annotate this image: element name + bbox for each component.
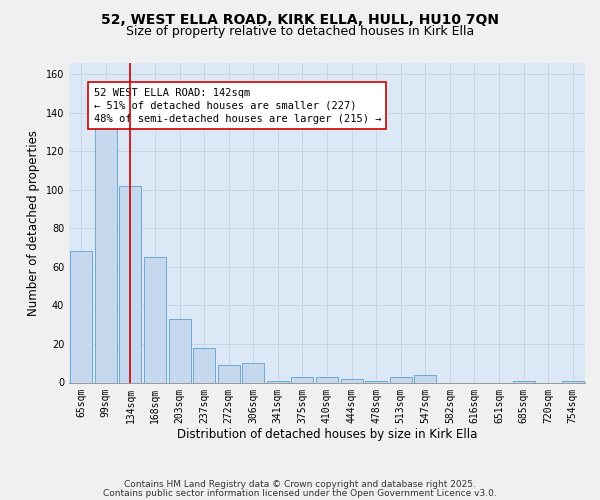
Bar xyxy=(562,380,584,382)
Bar xyxy=(144,257,166,382)
Text: 52, WEST ELLA ROAD, KIRK ELLA, HULL, HU10 7QN: 52, WEST ELLA ROAD, KIRK ELLA, HULL, HU1… xyxy=(101,12,499,26)
Bar xyxy=(316,376,338,382)
Bar xyxy=(95,128,117,382)
Bar xyxy=(119,186,142,382)
Text: 52 WEST ELLA ROAD: 142sqm
← 51% of detached houses are smaller (227)
48% of semi: 52 WEST ELLA ROAD: 142sqm ← 51% of detac… xyxy=(94,88,381,124)
Text: Contains public sector information licensed under the Open Government Licence v3: Contains public sector information licen… xyxy=(103,489,497,498)
Text: Contains HM Land Registry data © Crown copyright and database right 2025.: Contains HM Land Registry data © Crown c… xyxy=(124,480,476,489)
Bar xyxy=(242,363,265,382)
Bar xyxy=(414,375,436,382)
Bar xyxy=(267,380,289,382)
Bar xyxy=(169,319,191,382)
Bar xyxy=(193,348,215,382)
Bar xyxy=(292,376,313,382)
Text: Size of property relative to detached houses in Kirk Ella: Size of property relative to detached ho… xyxy=(126,25,474,38)
Y-axis label: Number of detached properties: Number of detached properties xyxy=(27,130,40,316)
Bar xyxy=(70,252,92,382)
Bar xyxy=(341,378,362,382)
Bar xyxy=(365,380,387,382)
Bar xyxy=(389,376,412,382)
Bar xyxy=(218,365,240,382)
X-axis label: Distribution of detached houses by size in Kirk Ella: Distribution of detached houses by size … xyxy=(177,428,477,441)
Bar xyxy=(512,380,535,382)
